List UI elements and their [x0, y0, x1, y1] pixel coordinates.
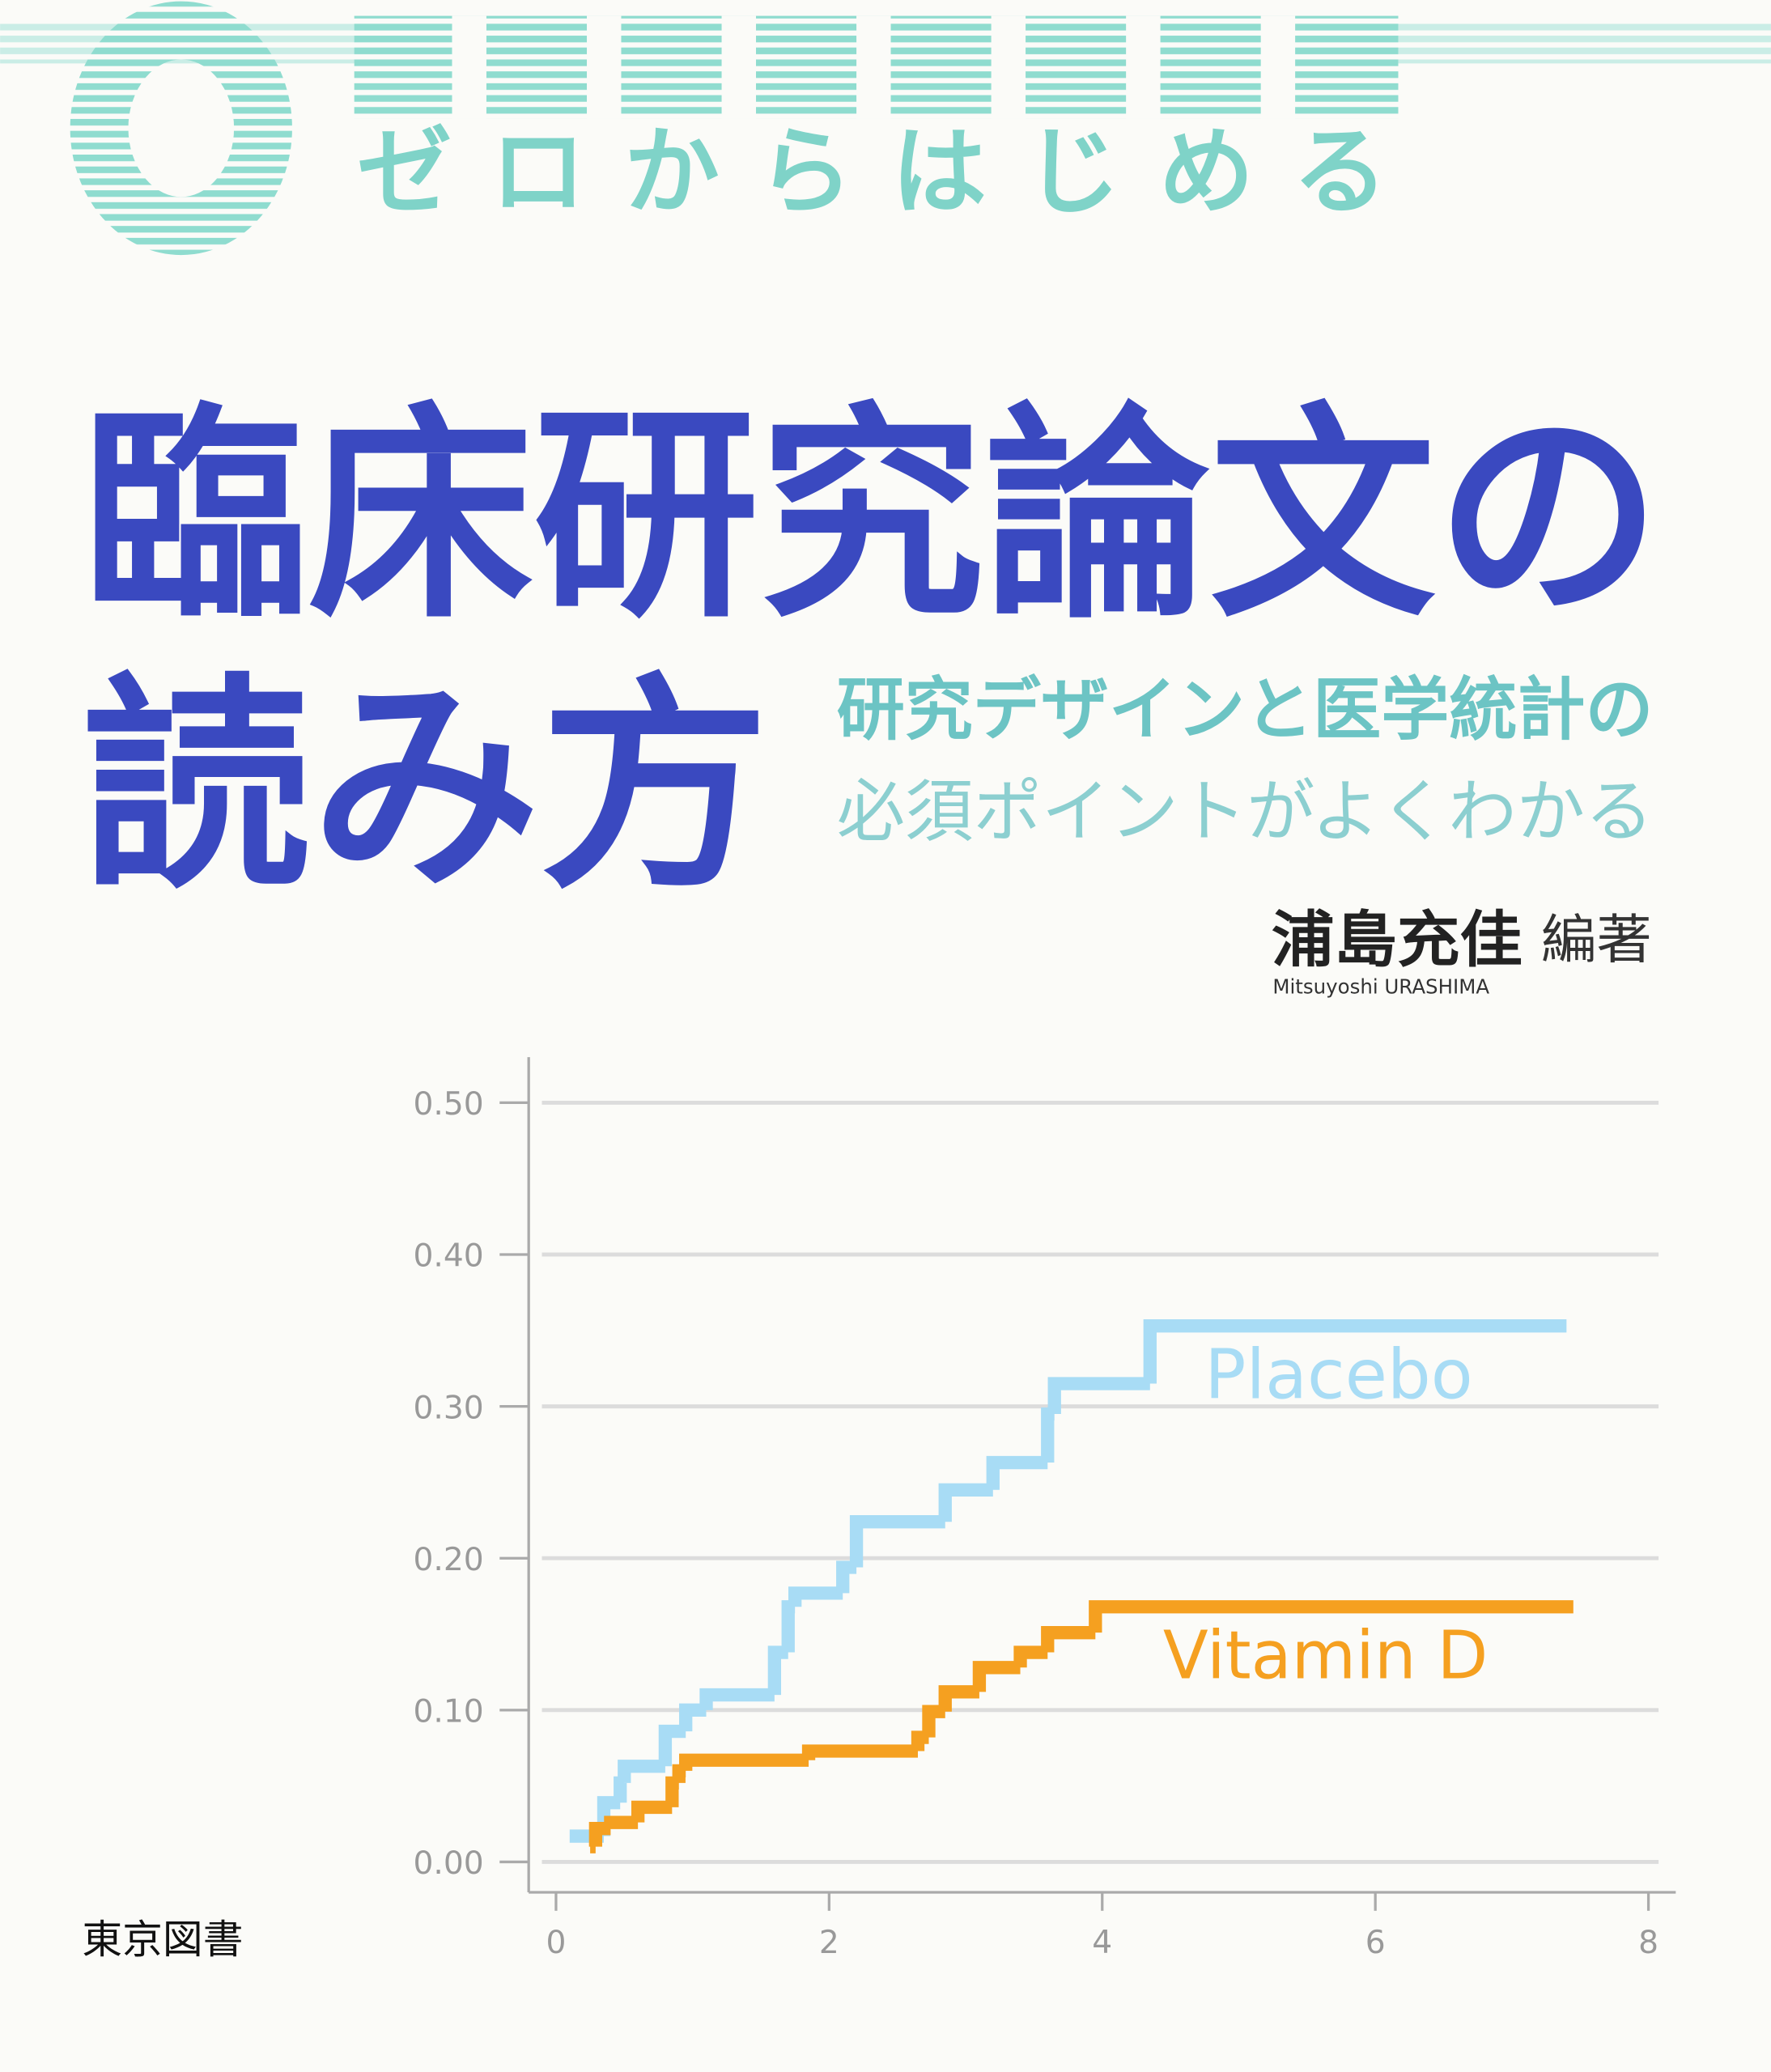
step-segment — [1089, 1600, 1574, 1633]
step-segment — [972, 1661, 1021, 1692]
author-romaji: Mitsuyoshi URASHIMA — [1272, 975, 1489, 999]
step-segment — [1041, 1625, 1096, 1653]
y-tick-label: 0.50 — [413, 1086, 483, 1123]
step-segment — [658, 1724, 686, 1767]
x-tick-label: 2 — [819, 1925, 839, 1961]
step-segment — [938, 1685, 979, 1712]
step-segment — [672, 1764, 686, 1783]
y-tick-label: 0.20 — [413, 1542, 483, 1578]
step-segment — [679, 1753, 809, 1771]
x-tick-label: 4 — [1092, 1925, 1112, 1961]
step-segment — [618, 1760, 665, 1783]
step-segment — [849, 1515, 945, 1568]
step-segment — [788, 1586, 843, 1607]
step-segment — [1013, 1645, 1048, 1668]
author-role: 編著 — [1541, 910, 1652, 971]
y-tick-label: 0.40 — [413, 1238, 483, 1275]
publisher: 東京図書 — [82, 1917, 243, 1963]
step-segment — [986, 1455, 1048, 1490]
step-segment — [679, 1703, 707, 1732]
x-tick-label: 0 — [546, 1925, 566, 1961]
x-tick-label: 8 — [1638, 1925, 1658, 1961]
x-tick-label: 6 — [1365, 1925, 1386, 1961]
series-label: Placebo — [1204, 1335, 1472, 1415]
y-tick-label: 0.00 — [413, 1845, 483, 1882]
step-segment — [781, 1600, 796, 1653]
step-segment — [699, 1688, 775, 1710]
subtitle-line: 研究デザインと医学統計の — [837, 670, 1654, 750]
title-line: 臨床研究論文の — [82, 384, 1661, 649]
chart: 0.00 0.10 0.20 0.30 0.40 0.50 0 2 4 6 8 Placebo Vita… — [413, 1057, 1676, 1961]
step-segment — [1047, 1377, 1150, 1415]
step-segment — [1143, 1319, 1567, 1384]
step-segment — [631, 1800, 673, 1823]
step-segment — [1041, 1407, 1055, 1463]
author: 浦島充佳 — [1272, 904, 1523, 975]
series-label: Vitamin D — [1163, 1617, 1488, 1694]
step-segment — [938, 1483, 993, 1522]
step-segment — [604, 1815, 639, 1829]
step-segment — [588, 1822, 611, 1847]
y-tick-label: 0.10 — [413, 1694, 483, 1730]
step-segment — [614, 1776, 627, 1803]
step-segment — [665, 1776, 679, 1807]
subtitle-line: 必須ポイントがよくわかる — [837, 772, 1654, 852]
step-segment — [801, 1744, 918, 1760]
header-decoration — [0, 1, 1771, 256]
title-line: 読み方 — [82, 655, 769, 919]
y-tick-label: 0.30 — [413, 1390, 483, 1426]
step-segment — [922, 1705, 945, 1738]
